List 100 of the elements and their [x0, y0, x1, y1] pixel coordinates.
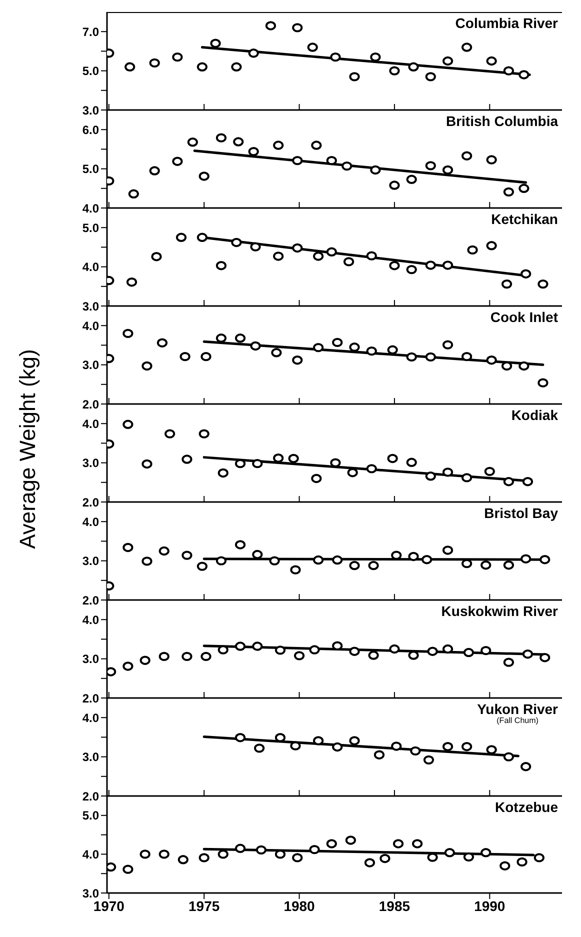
point	[292, 853, 303, 862]
point	[180, 352, 190, 362]
point	[234, 732, 246, 742]
point	[250, 242, 261, 252]
y-tick-label: 3.0	[82, 554, 100, 568]
chart-title: Columbia River	[455, 15, 558, 32]
point	[313, 252, 324, 261]
point	[342, 161, 352, 171]
text: (Fall Chum)	[496, 716, 540, 726]
point	[178, 855, 188, 864]
point	[274, 646, 286, 655]
point	[332, 555, 343, 565]
point	[218, 468, 228, 478]
point	[326, 839, 337, 848]
point	[122, 420, 134, 429]
point	[196, 232, 208, 242]
point	[427, 852, 438, 862]
y-tick-label: 3.0	[82, 456, 100, 470]
x-tick-label: 1975	[188, 898, 220, 914]
point	[107, 667, 116, 676]
point	[265, 21, 276, 30]
point	[196, 562, 208, 571]
point	[366, 346, 377, 356]
y-tick-label: 2.0	[82, 691, 100, 706]
y-tick-label: 2.0	[82, 789, 100, 804]
point	[182, 454, 192, 464]
point	[501, 361, 512, 371]
point	[442, 260, 454, 270]
point	[210, 38, 221, 48]
point	[389, 180, 400, 190]
point	[425, 472, 436, 481]
point	[408, 650, 419, 660]
point	[387, 454, 398, 464]
point	[309, 645, 320, 654]
point	[406, 352, 417, 362]
point	[538, 279, 548, 289]
y-tick-label: 4.0	[82, 612, 100, 627]
point	[503, 658, 514, 667]
point	[292, 243, 303, 253]
point	[516, 857, 528, 867]
point	[200, 652, 212, 662]
point	[442, 340, 454, 350]
point	[216, 334, 227, 343]
point	[311, 474, 322, 484]
point	[462, 42, 472, 52]
y-tick-label: 5.0	[82, 64, 100, 78]
point	[234, 334, 246, 343]
y-tick-label: 4.0	[82, 514, 100, 529]
point	[425, 260, 436, 270]
point	[256, 845, 267, 855]
y-tick-label: 3.0	[82, 358, 100, 372]
point	[522, 477, 534, 486]
point	[140, 656, 150, 665]
y-tick-label: 6.0	[82, 122, 100, 137]
point	[444, 848, 455, 858]
point	[366, 464, 377, 474]
point	[313, 342, 324, 352]
point	[442, 468, 454, 477]
point	[292, 23, 303, 32]
point	[500, 861, 510, 870]
point	[349, 560, 360, 570]
point	[290, 565, 301, 574]
point	[164, 429, 176, 438]
point	[463, 648, 474, 658]
chart-title: British Columbia	[446, 113, 558, 130]
y-axis-title: Average Weight (kg)	[15, 349, 41, 549]
point	[391, 550, 402, 560]
point	[347, 468, 358, 478]
point	[374, 750, 385, 760]
point	[425, 352, 436, 362]
point	[538, 378, 548, 388]
point	[349, 342, 360, 352]
point	[408, 552, 419, 562]
point	[486, 745, 497, 754]
y-tick-label: 2.0	[82, 397, 100, 412]
point	[462, 742, 472, 752]
point	[422, 555, 432, 564]
point	[198, 172, 210, 181]
point	[364, 858, 376, 868]
point	[501, 279, 512, 289]
point	[124, 62, 136, 72]
point	[158, 652, 170, 662]
point	[389, 644, 400, 654]
point	[311, 140, 322, 150]
point	[216, 261, 227, 270]
y-tick-label: 5.0	[82, 220, 100, 235]
point	[292, 355, 303, 365]
point	[128, 189, 139, 198]
point	[462, 473, 472, 482]
point	[107, 862, 116, 872]
chart-title: Cook Inlet	[490, 309, 558, 326]
point	[187, 138, 198, 147]
point	[234, 844, 246, 853]
point	[412, 839, 423, 848]
point	[290, 741, 301, 750]
point	[406, 174, 417, 184]
point	[182, 550, 192, 560]
point	[254, 744, 265, 753]
point	[218, 850, 228, 859]
point	[142, 556, 152, 566]
